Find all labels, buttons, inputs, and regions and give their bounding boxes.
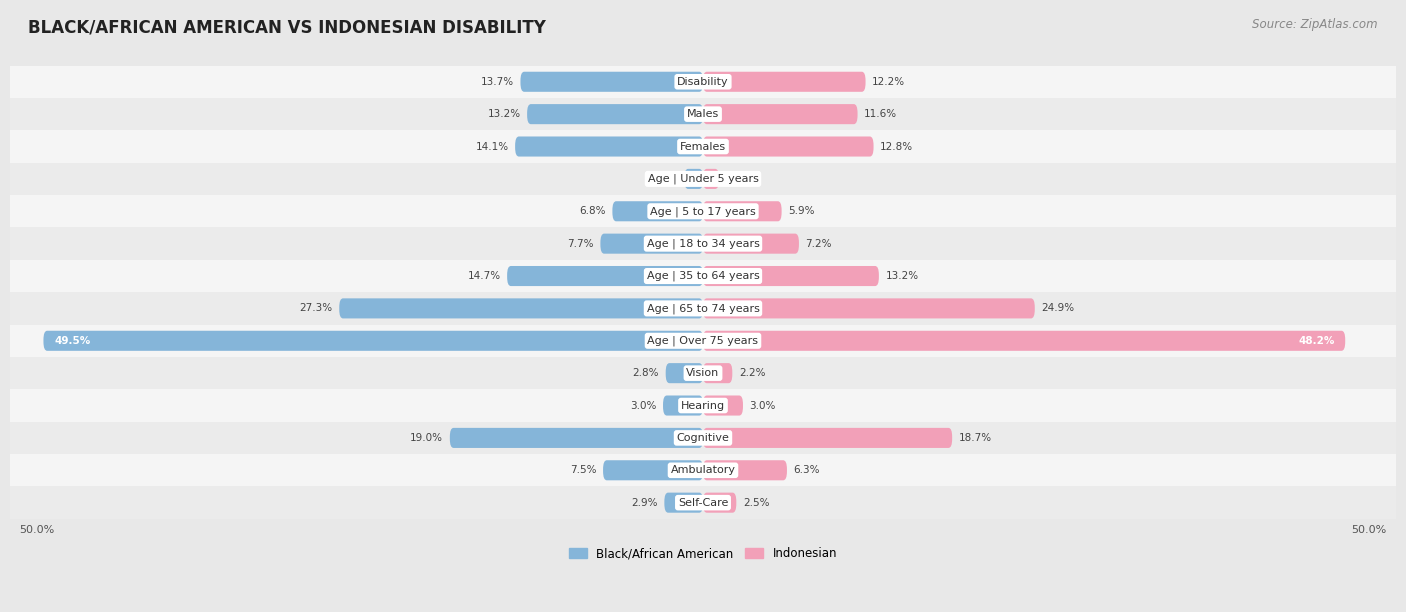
Bar	[10, 454, 1396, 487]
Text: 2.2%: 2.2%	[740, 368, 765, 378]
FancyBboxPatch shape	[603, 460, 703, 480]
FancyBboxPatch shape	[44, 330, 703, 351]
FancyBboxPatch shape	[703, 266, 879, 286]
Bar	[10, 292, 1396, 324]
Bar	[10, 195, 1396, 228]
Text: 14.7%: 14.7%	[467, 271, 501, 281]
Text: 7.5%: 7.5%	[569, 465, 596, 476]
Text: 12.2%: 12.2%	[872, 76, 905, 87]
FancyBboxPatch shape	[703, 299, 1035, 318]
Text: Age | 5 to 17 years: Age | 5 to 17 years	[650, 206, 756, 217]
Text: Vision: Vision	[686, 368, 720, 378]
Text: 1.4%: 1.4%	[651, 174, 678, 184]
Text: Ambulatory: Ambulatory	[671, 465, 735, 476]
FancyBboxPatch shape	[703, 136, 873, 157]
FancyBboxPatch shape	[450, 428, 703, 448]
Text: 13.2%: 13.2%	[488, 109, 520, 119]
Text: 5.9%: 5.9%	[789, 206, 814, 216]
FancyBboxPatch shape	[703, 460, 787, 480]
FancyBboxPatch shape	[665, 363, 703, 383]
Text: 3.0%: 3.0%	[630, 400, 657, 411]
Text: 6.3%: 6.3%	[793, 465, 820, 476]
Bar	[10, 357, 1396, 389]
Text: Males: Males	[688, 109, 718, 119]
Bar	[10, 163, 1396, 195]
FancyBboxPatch shape	[515, 136, 703, 157]
Text: 14.1%: 14.1%	[475, 141, 509, 152]
Text: 13.7%: 13.7%	[481, 76, 513, 87]
Text: Hearing: Hearing	[681, 400, 725, 411]
Bar	[10, 65, 1396, 98]
FancyBboxPatch shape	[703, 104, 858, 124]
Text: Source: ZipAtlas.com: Source: ZipAtlas.com	[1253, 18, 1378, 31]
Text: Age | 35 to 64 years: Age | 35 to 64 years	[647, 271, 759, 282]
Bar	[10, 389, 1396, 422]
FancyBboxPatch shape	[339, 299, 703, 318]
Text: Age | 65 to 74 years: Age | 65 to 74 years	[647, 303, 759, 314]
Text: Self-Care: Self-Care	[678, 498, 728, 508]
Text: 7.2%: 7.2%	[806, 239, 832, 248]
FancyBboxPatch shape	[527, 104, 703, 124]
Text: 13.2%: 13.2%	[886, 271, 918, 281]
Legend: Black/African American, Indonesian: Black/African American, Indonesian	[564, 542, 842, 565]
FancyBboxPatch shape	[703, 72, 866, 92]
FancyBboxPatch shape	[703, 169, 718, 189]
Text: Females: Females	[681, 141, 725, 152]
Text: Cognitive: Cognitive	[676, 433, 730, 443]
Text: 6.8%: 6.8%	[579, 206, 606, 216]
Text: 2.9%: 2.9%	[631, 498, 658, 508]
FancyBboxPatch shape	[703, 330, 1346, 351]
FancyBboxPatch shape	[703, 428, 952, 448]
Text: 24.9%: 24.9%	[1042, 304, 1074, 313]
Text: Age | Under 5 years: Age | Under 5 years	[648, 174, 758, 184]
Text: 49.5%: 49.5%	[53, 336, 90, 346]
FancyBboxPatch shape	[703, 395, 742, 416]
Bar	[10, 130, 1396, 163]
Text: 2.5%: 2.5%	[742, 498, 769, 508]
Text: 12.8%: 12.8%	[880, 141, 914, 152]
Bar	[10, 324, 1396, 357]
FancyBboxPatch shape	[703, 363, 733, 383]
FancyBboxPatch shape	[665, 493, 703, 513]
Text: 48.2%: 48.2%	[1298, 336, 1334, 346]
Bar	[10, 487, 1396, 519]
Bar	[10, 422, 1396, 454]
FancyBboxPatch shape	[703, 493, 737, 513]
Text: Disability: Disability	[678, 76, 728, 87]
Text: 2.8%: 2.8%	[633, 368, 659, 378]
Text: 7.7%: 7.7%	[567, 239, 593, 248]
Bar	[10, 260, 1396, 292]
Text: Age | Over 75 years: Age | Over 75 years	[648, 335, 758, 346]
FancyBboxPatch shape	[613, 201, 703, 222]
Text: 19.0%: 19.0%	[411, 433, 443, 443]
FancyBboxPatch shape	[703, 234, 799, 254]
Text: Age | 18 to 34 years: Age | 18 to 34 years	[647, 239, 759, 249]
Text: 3.0%: 3.0%	[749, 400, 776, 411]
FancyBboxPatch shape	[664, 395, 703, 416]
FancyBboxPatch shape	[508, 266, 703, 286]
Text: 18.7%: 18.7%	[959, 433, 993, 443]
FancyBboxPatch shape	[600, 234, 703, 254]
Bar	[10, 228, 1396, 260]
Text: 11.6%: 11.6%	[865, 109, 897, 119]
Text: BLACK/AFRICAN AMERICAN VS INDONESIAN DISABILITY: BLACK/AFRICAN AMERICAN VS INDONESIAN DIS…	[28, 18, 546, 36]
FancyBboxPatch shape	[703, 201, 782, 222]
Bar	[10, 98, 1396, 130]
Text: 27.3%: 27.3%	[299, 304, 333, 313]
FancyBboxPatch shape	[520, 72, 703, 92]
Text: 1.2%: 1.2%	[725, 174, 752, 184]
FancyBboxPatch shape	[685, 169, 703, 189]
